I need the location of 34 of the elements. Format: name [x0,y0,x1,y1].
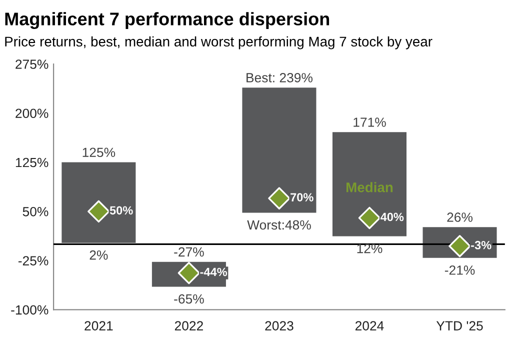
y-tick-label: 50% [22,206,48,216]
data-label: -44% [200,268,228,276]
series-label: Median [346,182,393,192]
annotation: 2% [90,250,108,260]
annotation: -65% [174,294,204,304]
data-label: 40% [380,212,404,222]
annotation: 125% [82,148,116,158]
data-label: -3% [471,240,492,250]
y-tick-label: -25% [18,256,48,266]
x-tick-label: 2024 [355,321,384,330]
y-tick-label: 125% [16,158,48,168]
point [358,206,381,230]
x-tick-label: 2022 [174,321,203,330]
point [268,187,290,210]
annotation: -21% [444,265,475,275]
annotation: 26% [447,212,472,222]
bar [62,162,136,243]
annotation: 12% [357,244,382,254]
annotation: 171% [354,118,386,127]
y-tick-label: -100% [11,305,48,315]
chart-title: Magnificent 7 performance dispersion [5,12,330,30]
annotation: Worst:48% [247,220,311,230]
x-tick-label: YTD '25 [436,321,483,330]
bar [242,88,316,213]
y-tick-label: 200% [16,108,48,118]
x-tick-label: 2021 [84,321,113,330]
bar [332,132,407,236]
data-label: 70% [290,193,314,202]
annotation: Best: 239% [246,73,312,82]
data-label: 50% [110,206,133,215]
y-tick-label: 275% [16,60,48,69]
x-tick-label: 2023 [265,321,294,330]
annotation: -27% [174,247,204,257]
chart-subtitle: Price returns, best, median and worst performing Mag 7 stock by year [5,36,432,50]
